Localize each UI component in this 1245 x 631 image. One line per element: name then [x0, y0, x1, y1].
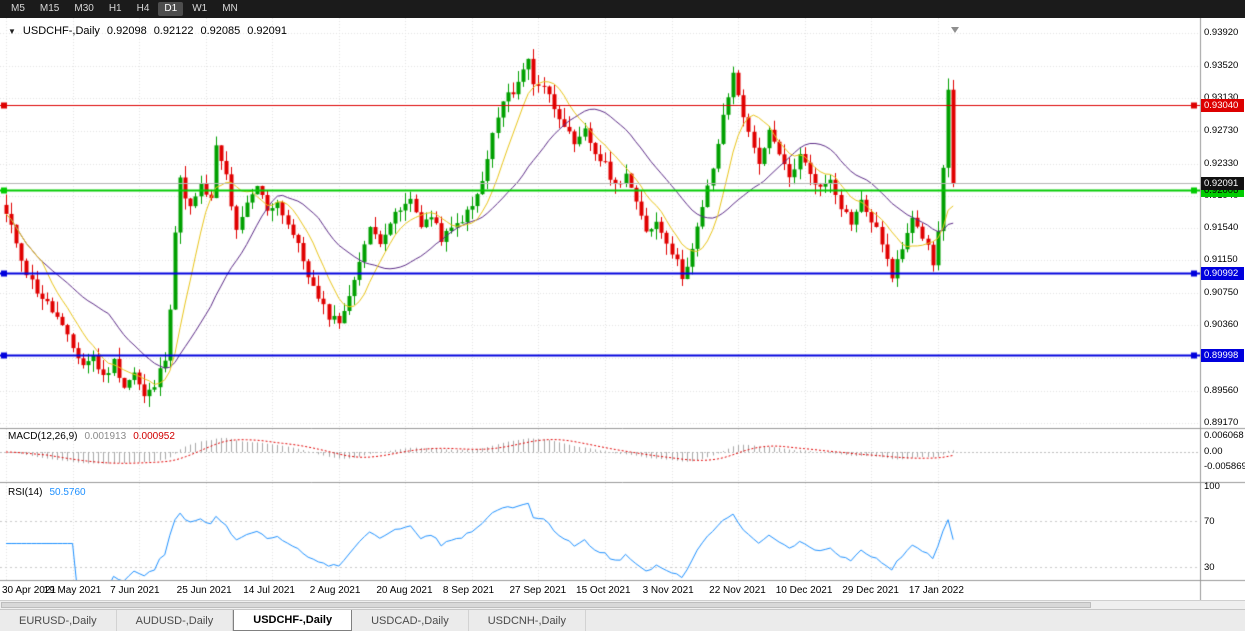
timeframe-button-m15[interactable]: M15 — [39, 3, 60, 14]
tab-usdchf-daily[interactable]: USDCHF-,Daily — [233, 610, 353, 631]
rsi-axis-tick: 70 — [1204, 515, 1215, 527]
symbol-period-label: USDCHF-,Daily — [22, 25, 100, 37]
timeframe-button-h4[interactable]: H4 — [136, 3, 150, 14]
price-axis-tick: 0.93920 — [1204, 27, 1239, 38]
level-badge-resistance: 0.93040 — [1201, 99, 1244, 113]
price-axis-tick: 0.90360 — [1204, 319, 1239, 331]
price-axis-tick: 0.91150 — [1204, 254, 1238, 266]
date-axis-label: 29 Dec 2021 — [842, 585, 899, 596]
open-value: 0.92098 — [106, 25, 147, 37]
timeframe-button-d1[interactable]: D1 — [158, 2, 184, 16]
price-axis-tick: 0.90750 — [1204, 287, 1239, 299]
macd-axis-tick: -0.005869 — [1204, 461, 1245, 473]
high-value: 0.92122 — [153, 25, 194, 37]
timeframe-button-w1[interactable]: W1 — [192, 3, 208, 14]
date-axis-label: 27 Sep 2021 — [509, 585, 567, 596]
rsi-indicator-label: RSI(14) 50.5760 — [8, 487, 86, 498]
rsi-axis-tick: 100 — [1204, 481, 1220, 492]
level-badge-support-2: 0.89998 — [1201, 349, 1244, 363]
macd-main-value: 0.001913 — [84, 431, 127, 442]
collapse-triangle-icon[interactable]: ▼ — [8, 27, 16, 36]
date-axis-label: 22 Nov 2021 — [709, 585, 766, 596]
price-axis-tick: 0.92330 — [1204, 157, 1239, 169]
close-value: 0.92091 — [247, 25, 287, 37]
timeframe-button-mn[interactable]: MN — [222, 3, 238, 14]
macd-indicator-label: MACD(12,26,9) 0.001913 0.000952 — [8, 431, 175, 442]
current-price-badge: 0.92091 — [1201, 177, 1244, 191]
candlestick-chart-canvas[interactable] — [0, 18, 1245, 600]
date-axis-label: 14 Jul 2021 — [243, 585, 295, 596]
rsi-name: RSI(14) — [8, 487, 43, 498]
ohlc-header: ▼ USDCHF-,Daily 0.92098 0.92122 0.92085 … — [8, 25, 287, 37]
timeframe-button-h1[interactable]: H1 — [108, 3, 122, 14]
tab-usdcnh-daily[interactable]: USDCNH-,Daily — [469, 610, 586, 631]
price-axis[interactable]: 0.939200.935200.931300.927300.923300.919… — [1201, 18, 1245, 600]
date-axis-label: 15 Oct 2021 — [576, 585, 631, 596]
level-badge-support-1: 0.90992 — [1201, 267, 1244, 281]
macd-signal-value: 0.000952 — [133, 431, 175, 442]
tab-eurusd-daily[interactable]: EURUSD-,Daily — [0, 610, 117, 631]
date-axis-label: 2 Aug 2021 — [309, 585, 361, 596]
timeframe-toolbar: M5 M15 M30 H1 H4 D1 W1 MN — [0, 0, 1245, 18]
date-axis-label: 17 Jan 2022 — [908, 585, 964, 596]
price-axis-tick: 0.93520 — [1204, 59, 1239, 71]
macd-name: MACD(12,26,9) — [8, 431, 78, 442]
tab-audusd-daily[interactable]: AUDUSD-,Daily — [117, 610, 234, 631]
date-axis-label: 10 Dec 2021 — [775, 585, 833, 596]
scrollbar-thumb[interactable] — [1, 602, 1091, 608]
price-axis-tick: 0.93130 — [1204, 91, 1239, 103]
horizontal-scrollbar[interactable] — [0, 600, 1245, 609]
date-axis[interactable]: 30 Apr 2021 19 May 2021 7 Jun 2021 25 Jun 2… — [0, 581, 1201, 600]
macd-axis-tick: 0.00 — [1204, 446, 1223, 457]
rsi-axis-tick: 30 — [1204, 561, 1215, 573]
rsi-value: 50.5760 — [49, 487, 86, 498]
tab-usdcad-daily[interactable]: USDCAD-,Daily — [352, 610, 469, 631]
price-axis-tick: 0.89560 — [1204, 384, 1239, 396]
date-axis-label: 3 Nov 2021 — [642, 585, 694, 596]
timeframe-button-m30[interactable]: M30 — [74, 3, 94, 14]
date-axis-label: 20 Aug 2021 — [376, 585, 433, 596]
chart-window: ▼ USDCHF-,Daily 0.92098 0.92122 0.92085 … — [0, 18, 1245, 600]
price-axis-tick: 0.89170 — [1204, 417, 1239, 428]
date-axis-label: 8 Sep 2021 — [442, 585, 495, 596]
low-value: 0.92085 — [200, 25, 241, 37]
date-axis-label: 25 Jun 2021 — [176, 585, 232, 596]
macd-axis-tick: 0.006068 — [1204, 430, 1244, 442]
timeframe-button-m5[interactable]: M5 — [11, 3, 25, 14]
chart-shift-icon[interactable] — [951, 27, 959, 33]
price-axis-tick: 0.91540 — [1204, 222, 1239, 234]
date-axis-label: 30 Apr 2021 — [2, 585, 56, 596]
price-axis-tick: 0.92730 — [1204, 124, 1239, 136]
date-axis-label: 7 Jun 2021 — [110, 585, 160, 596]
chart-tabs-bar: EURUSD-,Daily AUDUSD-,Daily USDCHF-,Daily U… — [0, 609, 1245, 631]
date-axis-label: 19 May 2021 — [43, 585, 102, 596]
